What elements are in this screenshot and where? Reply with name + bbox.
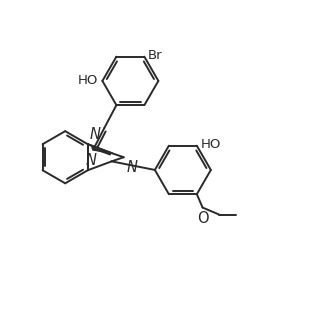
Text: HO: HO xyxy=(78,75,99,87)
Text: HO: HO xyxy=(201,138,221,151)
Text: N: N xyxy=(90,127,101,142)
Text: N: N xyxy=(126,160,137,175)
Text: N: N xyxy=(86,154,97,168)
Text: O: O xyxy=(197,211,208,226)
Text: Br: Br xyxy=(148,49,163,62)
